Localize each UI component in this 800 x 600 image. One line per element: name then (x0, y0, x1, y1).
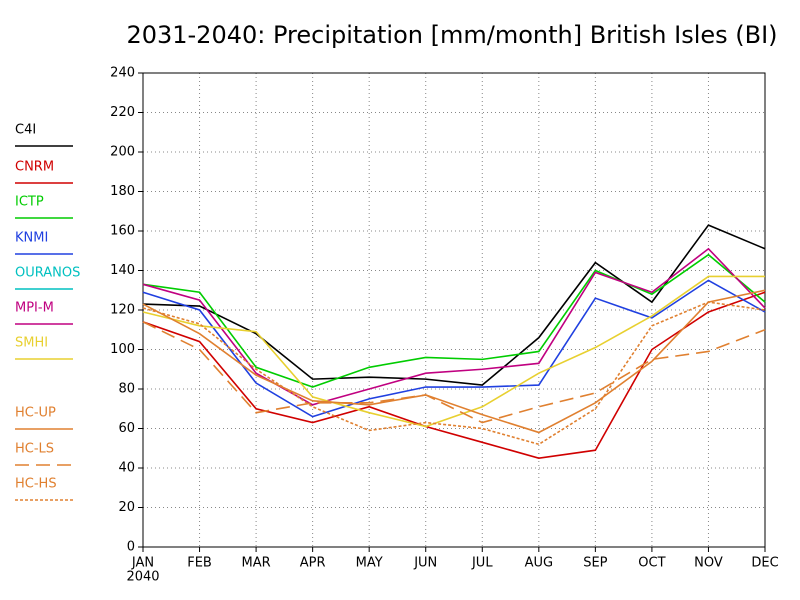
x-tick-label: APR (300, 556, 326, 571)
y-tick-label: 240 (110, 66, 135, 81)
series-line (142, 224, 766, 386)
y-tick-label: 140 (110, 263, 135, 278)
y-tick-label: 0 (127, 540, 135, 555)
legend-label: MPI-M (15, 301, 54, 316)
plot-frame (142, 72, 766, 548)
x-tick-label: JUN (413, 556, 437, 571)
legend-label: ICTP (15, 195, 44, 210)
legend-label: CNRM (15, 160, 54, 175)
y-tick-label: 200 (110, 145, 135, 160)
x-tick-label: MAR (242, 556, 271, 571)
legend-label: SMHI (15, 336, 48, 351)
x-tick-label: JUL (471, 556, 493, 571)
series-line (142, 301, 766, 446)
x-tick-label: MAY (356, 556, 383, 571)
x-year-label: 2040 (126, 570, 159, 585)
y-tick-label: 100 (110, 342, 135, 357)
chart-title: 2031-2040: Precipitation [mm/month] Brit… (126, 21, 777, 49)
x-tick-label: JAN (131, 556, 154, 571)
series-line (142, 291, 766, 459)
y-tick-label: 40 (118, 461, 135, 476)
x-tick-label: SEP (583, 556, 607, 571)
x-tick-label: OCT (638, 556, 665, 571)
y-tick-label: 180 (110, 184, 135, 199)
legend-label: HC-UP (15, 406, 56, 421)
series-line (142, 321, 766, 424)
series-line (142, 289, 766, 434)
legend-label: HC-LS (15, 442, 54, 457)
legend-label: KNMI (15, 231, 48, 246)
y-tick-label: 80 (118, 382, 135, 397)
series-line (142, 279, 766, 418)
legend-label: OURANOS (15, 266, 80, 281)
x-tick-label: NOV (694, 556, 723, 571)
series-line (142, 247, 766, 406)
y-tick-label: 20 (118, 500, 135, 515)
series-line (142, 275, 765, 428)
x-tick-label: DEC (751, 556, 778, 571)
legend-label: HC-HS (15, 477, 57, 492)
y-tick-label: 60 (118, 421, 135, 436)
legend-label: C4I (15, 123, 36, 138)
series-line (142, 253, 766, 388)
x-tick-label: AUG (525, 556, 553, 571)
x-tick-label: FEB (187, 556, 212, 571)
y-tick-label: 220 (110, 105, 135, 120)
y-tick-label: 160 (110, 224, 135, 239)
y-tick-label: 120 (110, 303, 135, 318)
